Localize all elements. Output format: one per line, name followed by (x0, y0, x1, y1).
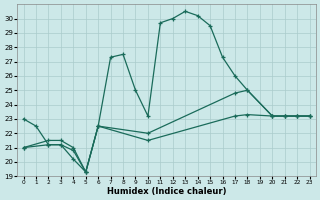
X-axis label: Humidex (Indice chaleur): Humidex (Indice chaleur) (107, 187, 226, 196)
